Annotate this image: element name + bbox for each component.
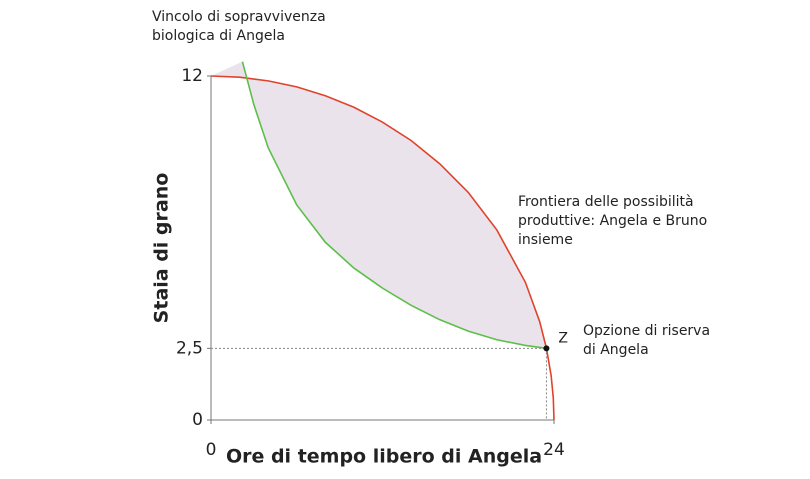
- shaded-area: [211, 61, 547, 349]
- y-tick-label: 2,5: [176, 338, 203, 358]
- y-tick-label: 0: [192, 410, 203, 430]
- curve: [210, 75, 555, 421]
- y-tick-label: 12: [181, 66, 203, 86]
- point: [543, 345, 550, 352]
- red-curve-label: Frontiera delle possibilità produttive: …: [518, 194, 708, 248]
- point-label: Z: [558, 330, 568, 346]
- x-tick-label: 24: [543, 440, 565, 460]
- curve: [241, 61, 547, 350]
- green-curve-label: Vincolo di sopravvivenza biologica di An…: [152, 9, 326, 44]
- x-tick-label: 0: [206, 440, 217, 460]
- point-note: Opzione di riserva di Angela: [583, 323, 711, 358]
- x-axis-title: Ore di tempo libero di Angela: [226, 446, 542, 468]
- y-axis-title: Staia di grano: [151, 173, 173, 324]
